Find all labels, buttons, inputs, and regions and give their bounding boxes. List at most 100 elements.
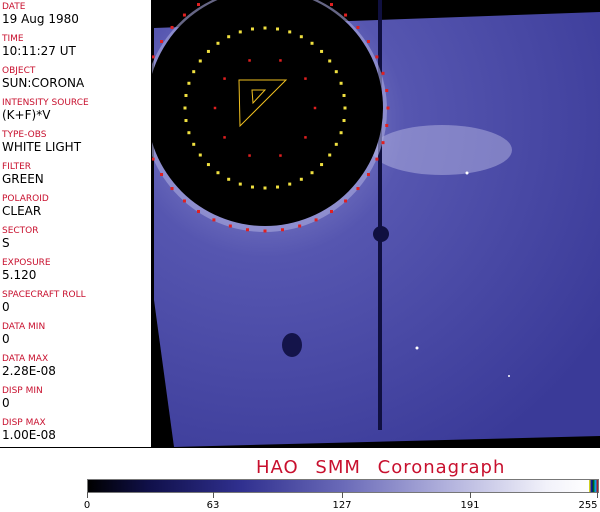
grid-dot xyxy=(328,153,332,157)
grid-dot xyxy=(184,119,188,123)
grid-dot xyxy=(170,187,174,191)
grid-dot xyxy=(343,106,347,110)
colorbar-tick-label: 0 xyxy=(83,500,91,511)
instrument-title: HAO SMM Coronagraph xyxy=(256,457,506,478)
colorbar-tick-label: 255 xyxy=(578,500,598,511)
field-value: CLEAR xyxy=(2,204,42,218)
grid-dot xyxy=(339,131,343,135)
color-bar-overlay-colors xyxy=(589,480,598,492)
grid-dot xyxy=(304,136,307,139)
colorbar-tick-label: 191 xyxy=(460,500,480,511)
field-value: 0 xyxy=(2,396,10,410)
grid-dot xyxy=(299,35,303,39)
grid-dot xyxy=(276,27,280,31)
field-label: INTENSITY SOURCE xyxy=(2,98,89,108)
grid-dot xyxy=(375,157,379,161)
field-label: FILTER xyxy=(2,162,32,172)
grid-dot xyxy=(228,224,232,228)
sector-marker xyxy=(238,79,288,128)
grid-dot xyxy=(187,81,191,85)
field-value: GREEN xyxy=(2,172,44,186)
grid-dot xyxy=(198,153,202,157)
dark-spot xyxy=(282,333,302,357)
grid-dot xyxy=(192,142,196,146)
grid-dot xyxy=(279,154,282,157)
grid-dot xyxy=(356,187,360,191)
grid-dot xyxy=(299,177,303,181)
grid-dot xyxy=(198,59,202,63)
grid-dot xyxy=(281,228,285,232)
field-value: WHITE LIGHT xyxy=(2,140,82,154)
grid-dot xyxy=(223,136,226,139)
grid-dot xyxy=(160,172,164,176)
grid-dot xyxy=(192,70,196,74)
grid-dot xyxy=(344,199,348,203)
grid-dot xyxy=(339,81,343,85)
grid-dot xyxy=(279,59,282,62)
field-label: DATA MAX xyxy=(2,354,49,364)
grid-dot xyxy=(183,106,187,110)
grid-dot xyxy=(152,55,155,59)
grid-dot xyxy=(375,55,379,59)
grid-dot xyxy=(227,35,231,39)
field-value: 1.00E-08 xyxy=(2,428,56,442)
occulter-disk xyxy=(152,0,383,226)
grid-dot xyxy=(250,27,254,31)
grid-dot xyxy=(288,30,292,34)
grid-dot xyxy=(216,171,220,175)
grid-dot xyxy=(197,209,201,213)
grid-dot xyxy=(263,229,267,233)
colorbar-tick xyxy=(87,492,88,498)
grid-dot xyxy=(160,40,164,44)
field-value: S xyxy=(2,236,10,250)
colorbar-tick xyxy=(342,492,343,498)
field-label: EXPOSURE xyxy=(2,258,51,268)
field-value: 0 xyxy=(2,300,10,314)
grid-dot xyxy=(170,25,174,29)
grid-dot xyxy=(313,106,317,110)
grid-dot xyxy=(206,163,210,167)
grid-dot xyxy=(328,59,332,63)
field-value: 5.120 xyxy=(2,268,37,282)
grid-dot xyxy=(184,93,188,97)
field-label: SPACECRAFT ROLL xyxy=(2,290,86,300)
grid-dot xyxy=(381,71,385,75)
grid-dot xyxy=(334,142,338,146)
grid-dot xyxy=(263,26,267,30)
header-info-panel: DATE 19 Aug 1980 TIME 10:11:27 UT OBJECT SUN:… xyxy=(0,0,152,448)
grid-dot xyxy=(304,77,307,80)
grid-dot xyxy=(263,186,267,190)
grid-dot xyxy=(320,49,324,53)
grid-dot xyxy=(329,209,333,213)
grid-dot xyxy=(223,77,226,80)
grid-dot xyxy=(310,171,314,175)
field-label: TIME xyxy=(2,34,24,44)
colorbar-tick-label: 63 xyxy=(206,500,220,511)
field-label: TYPE-OBS xyxy=(2,130,47,140)
grid-dot xyxy=(356,25,360,29)
grid-dot xyxy=(385,124,389,128)
grid-dot xyxy=(386,106,390,110)
colorbar-tick xyxy=(470,492,471,498)
grid-dot xyxy=(250,185,254,189)
colorbar-tick xyxy=(597,492,598,498)
field-value: 2.28E-08 xyxy=(2,364,56,378)
field-label: DATA MIN xyxy=(2,322,46,332)
grid-dot xyxy=(366,172,370,176)
coronagraph-image[interactable] xyxy=(152,0,600,448)
grid-dot xyxy=(245,228,249,232)
grid-dot xyxy=(381,141,385,145)
field-label: OBJECT xyxy=(2,66,36,76)
field-label: POLAROID xyxy=(2,194,49,204)
grid-dot xyxy=(197,3,201,7)
field-value: 19 Aug 1980 xyxy=(2,12,79,26)
field-label: DISP MAX xyxy=(2,418,46,428)
grid-dot xyxy=(385,88,389,92)
grid-dot xyxy=(366,40,370,44)
grid-dot xyxy=(334,70,338,74)
grid-dot xyxy=(320,163,324,167)
grid-dot xyxy=(227,177,231,181)
field-value: 10:11:27 UT xyxy=(2,44,76,58)
grid-dot xyxy=(344,13,348,17)
grid-dot xyxy=(182,13,186,17)
